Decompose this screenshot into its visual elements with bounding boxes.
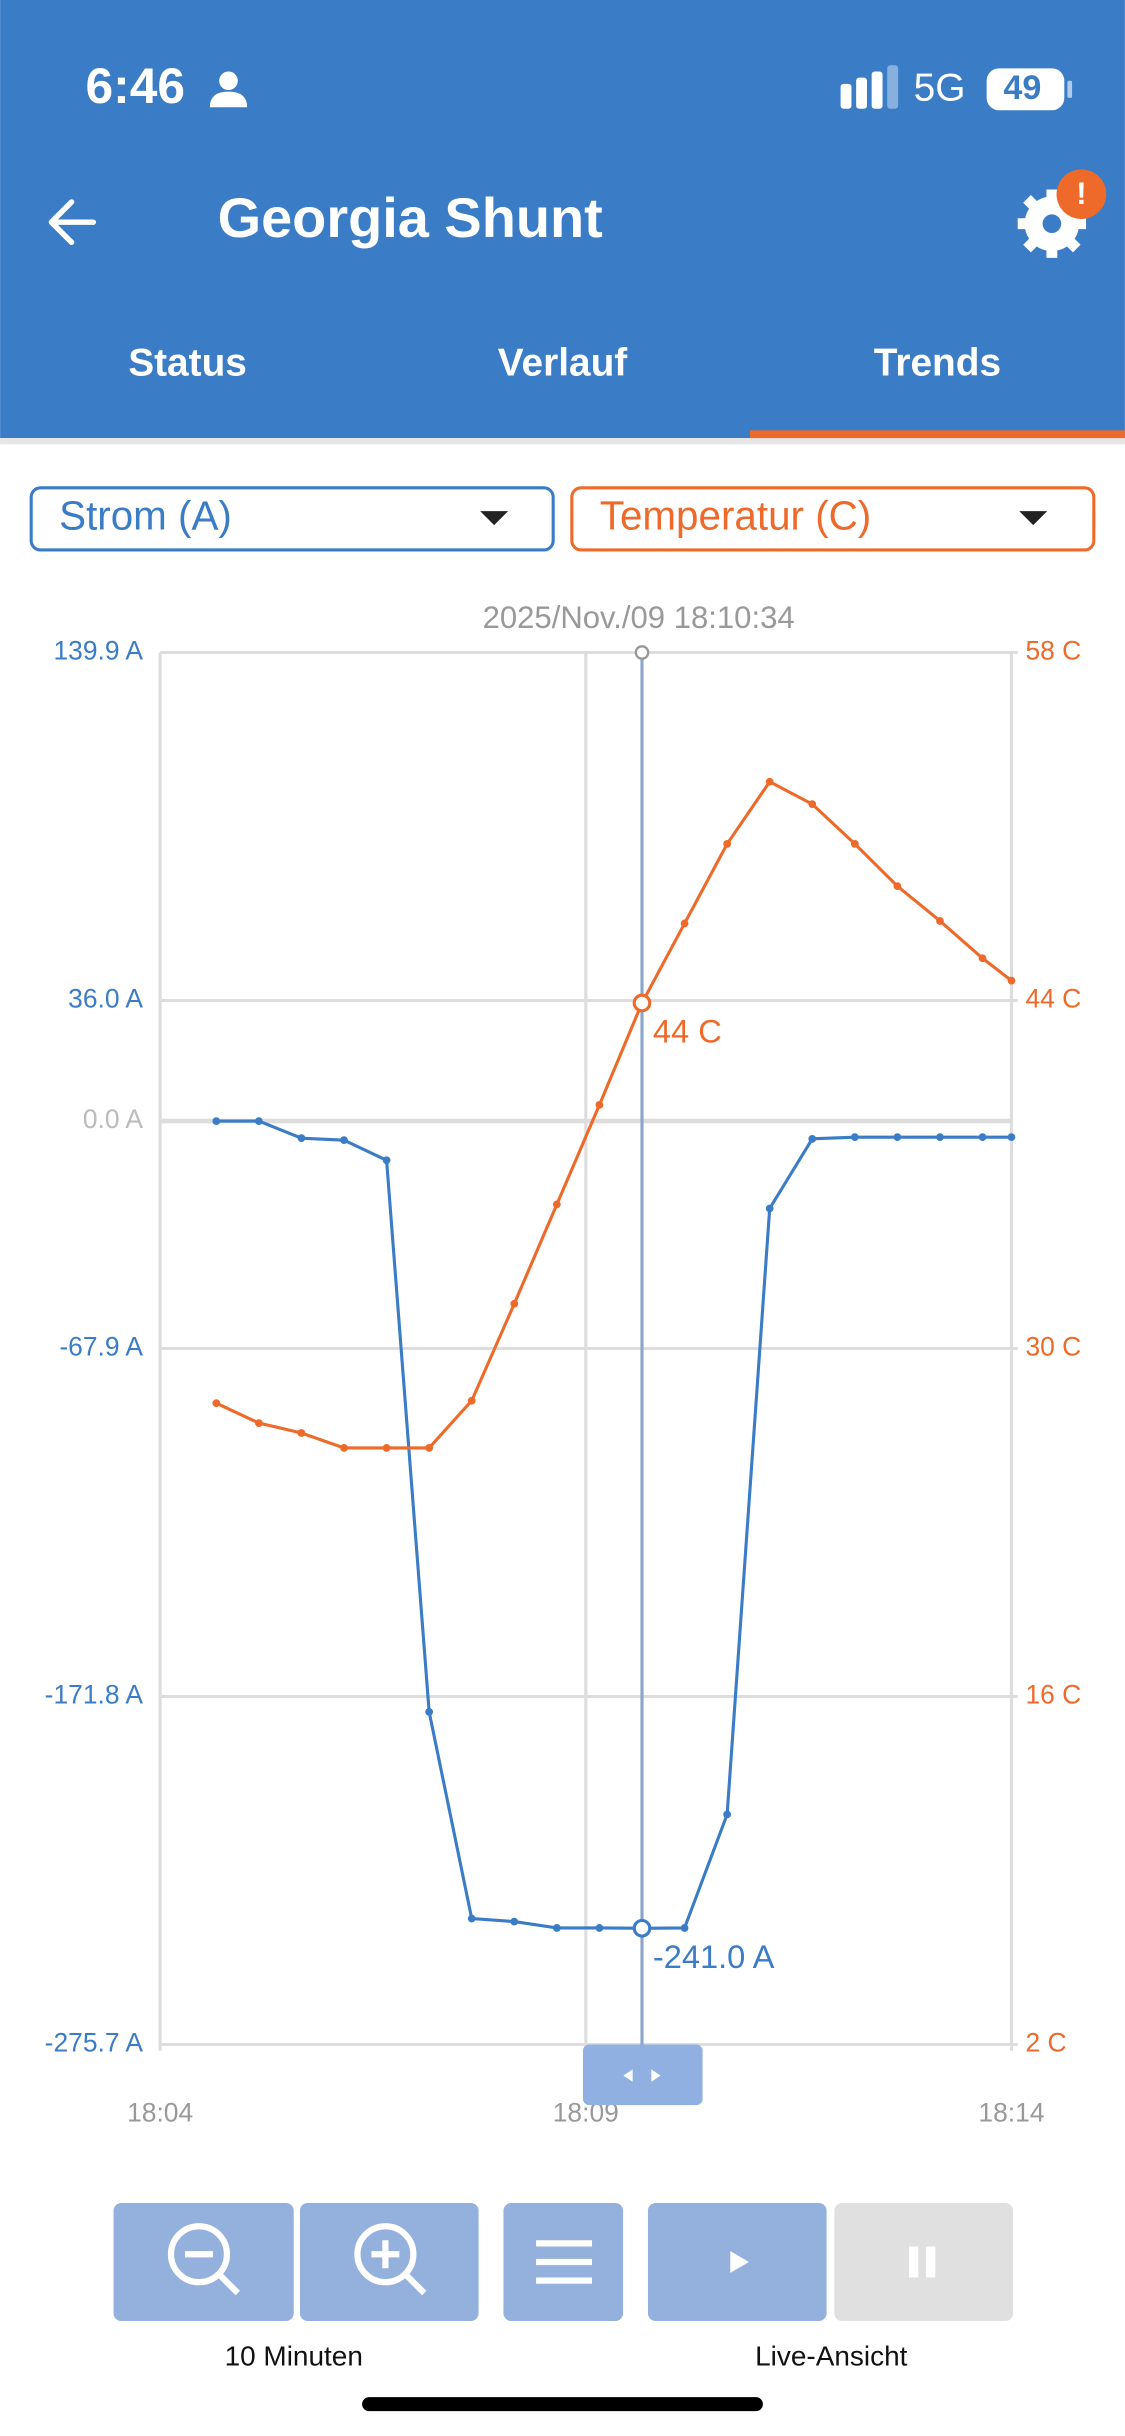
data-point (212, 1117, 221, 1125)
network-label: 5G (914, 66, 966, 109)
status-time: 6:46 (86, 58, 185, 114)
pause-button[interactable] (834, 2202, 1014, 2322)
data-point (382, 1444, 391, 1452)
pause-icon (908, 2246, 936, 2278)
data-point (382, 1156, 391, 1165)
y-tick-label: -171.8 A (45, 1679, 144, 1709)
data-point (936, 917, 944, 925)
data-point (595, 1101, 604, 1109)
battery-level: 49 (1003, 69, 1041, 107)
data-point (765, 777, 774, 786)
series-line (216, 1119, 1012, 1930)
y2-tick-label: 30 C (1025, 1331, 1081, 1361)
live-view-label: Live-Ansicht (755, 2341, 907, 2372)
selector-label: Temperatur (C) (600, 493, 871, 539)
data-point (425, 1708, 434, 1716)
data-point (1007, 976, 1016, 985)
dropdown-arrow (480, 511, 509, 526)
zoom-range-label: 10 Minuten (225, 2341, 363, 2372)
y-tick-label: 0.0 A (83, 1104, 144, 1134)
selector-label: Strom (A) (59, 493, 232, 539)
data-point (808, 800, 817, 809)
data-point (893, 882, 902, 891)
y-tick-label: 36.0 A (68, 983, 143, 1013)
data-point (850, 1133, 859, 1142)
app-header (0, 0, 1125, 439)
battery-tip (1067, 80, 1073, 98)
data-point (680, 919, 689, 928)
zoom-in-button[interactable] (299, 2202, 479, 2322)
data-point (1007, 1133, 1016, 1142)
y2-tick-label: 16 C (1025, 1679, 1081, 1709)
cursor-point (632, 993, 652, 1013)
x-tick-label: 18:14 (978, 2097, 1044, 2127)
cursor-handle-arrows (623, 2069, 661, 2082)
y-tick-label: 139.9 A (53, 635, 143, 665)
y2-tick-label: 44 C (1025, 983, 1081, 1013)
data-point (467, 1914, 476, 1923)
alert-badge-text: ! (1076, 176, 1086, 211)
data-point (850, 840, 859, 848)
zoom-in-icon (354, 2223, 427, 2296)
y-tick-label: -67.9 A (59, 1331, 143, 1361)
data-point (723, 1810, 732, 1819)
data-point (340, 1444, 348, 1452)
cursor-handle[interactable] (582, 2044, 703, 2106)
app-title: Georgia Shunt (218, 186, 603, 249)
data-point (936, 1133, 944, 1142)
data-point (808, 1134, 817, 1143)
y2-tick-label: 58 C (1025, 635, 1081, 665)
cursor-point (632, 1918, 652, 1938)
data-point (978, 954, 987, 963)
x-tick-label: 18:04 (127, 2097, 193, 2127)
home-indicator (362, 2397, 763, 2412)
tab-label[interactable]: Verlauf (498, 341, 628, 384)
play-icon (730, 2251, 749, 2273)
dropdown-arrow (1019, 511, 1048, 526)
tab-label[interactable]: Status (128, 341, 247, 384)
tab-label[interactable]: Trends (874, 341, 1001, 384)
battery (986, 68, 1065, 111)
data-point (595, 1924, 604, 1932)
data-point (340, 1136, 348, 1145)
series-line (215, 779, 1013, 1450)
data-point (978, 1133, 987, 1142)
data-point (297, 1429, 306, 1437)
data-point (680, 1924, 689, 1932)
value-label: 44 C (653, 1013, 722, 1050)
y2-tick-label: 2 C (1025, 2027, 1066, 2057)
zoom-out-icon (167, 2223, 241, 2296)
cursor-time: 2025/Nov./09 18:10:34 (483, 600, 795, 635)
cursor-top-marker (634, 645, 650, 660)
data-point (467, 1396, 476, 1405)
data-point (297, 1134, 306, 1143)
data-point (425, 1444, 434, 1452)
header-shadow (0, 438, 1125, 445)
data-point (893, 1133, 902, 1142)
data-point (212, 1399, 221, 1408)
value-label: -241.0 A (653, 1938, 775, 1975)
temperature-selector[interactable] (570, 486, 1096, 552)
data-point (254, 1419, 263, 1427)
zoom-out-button[interactable] (113, 2202, 294, 2322)
active-tab-indicator (749, 430, 1125, 439)
data-point (552, 1924, 561, 1932)
chart: 139.9 A 36.0 A 0.0 A -67.9 A -171.8 A -275.7 … (45, 600, 1082, 2127)
menu-icon (536, 2240, 593, 2284)
person-icon (209, 71, 248, 108)
y-tick-label: -275.7 A (45, 2027, 144, 2057)
data-point (510, 1917, 519, 1926)
data-point (552, 1200, 561, 1209)
signal-icon (840, 65, 899, 109)
data-point (510, 1299, 519, 1308)
back-button[interactable] (48, 199, 97, 246)
alert-badge (1056, 169, 1107, 220)
data-point (723, 840, 732, 848)
data-point (254, 1117, 263, 1125)
data-point (765, 1204, 774, 1213)
current-selector[interactable] (29, 486, 555, 552)
